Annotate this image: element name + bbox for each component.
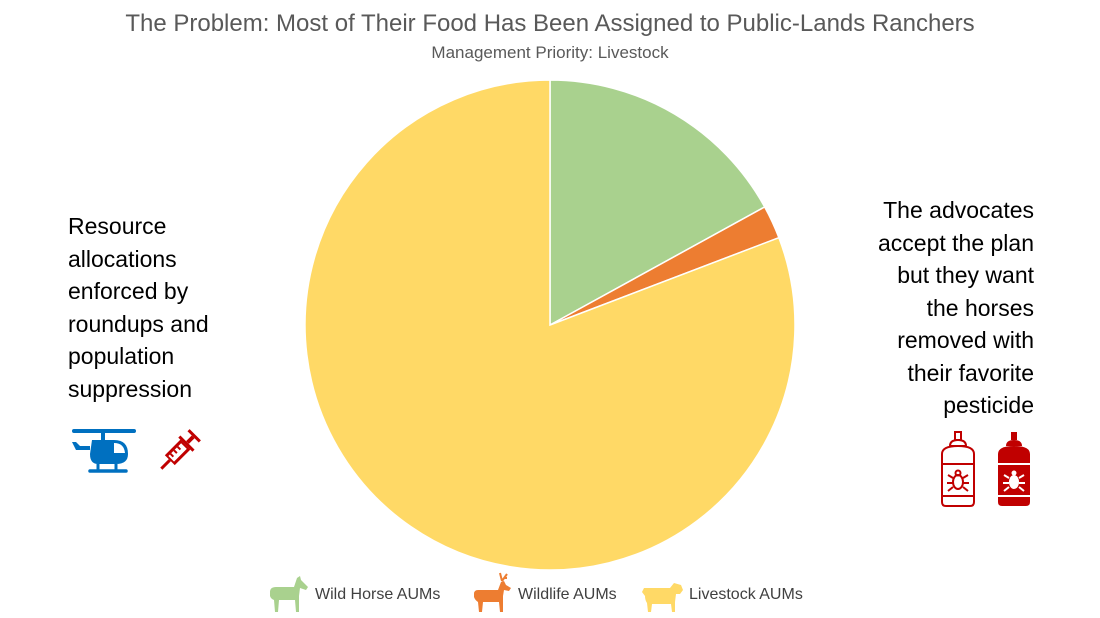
right-annotation-line: but they want (897, 262, 1034, 288)
left-annotation: Resource allocations enforced by roundup… (68, 210, 268, 405)
pesticide-spray-can-outline-icon (941, 431, 975, 507)
right-annotation: The advocates accept the plan but they w… (800, 194, 1034, 422)
deer-icon (474, 572, 511, 612)
left-annotation-line: population (68, 343, 175, 369)
right-annotation-line: their favorite (907, 359, 1034, 386)
syringe-icon (160, 429, 201, 470)
pie-slice-wild-horse (549, 79, 766, 327)
right-annotation-line: removed with (897, 327, 1034, 353)
legend-label-wild-horse: Wild Horse AUMs (315, 586, 441, 603)
horse-icon (270, 576, 308, 612)
legend-label-livestock: Livestock AUMs (689, 586, 803, 603)
left-annotation-line: allocations (68, 245, 177, 272)
left-annotation-line: Resource (68, 213, 167, 239)
right-annotation-line: pesticide (943, 392, 1034, 418)
left-annotation-line: suppression (68, 375, 193, 402)
right-annotation-line: The advocates (883, 197, 1034, 223)
pesticide-spray-can-filled-icon (998, 432, 1030, 506)
cow-icon (642, 583, 683, 612)
left-annotation-line: roundups and (68, 310, 209, 337)
chart-subtitle: Management Priority: Livestock (431, 43, 669, 62)
pie-slice-livestock (304, 79, 796, 571)
chart-legend: Wild Horse AUMs Wildlife AUMs Livestock … (0, 572, 1100, 616)
helicopter-icon (72, 429, 136, 473)
right-annotation-line: the horses (926, 294, 1034, 321)
left-annotation-line: enforced by (68, 278, 189, 304)
chart-title: The Problem: Most of Their Food Has Been… (125, 10, 975, 37)
legend-label-wildlife: Wildlife AUMs (518, 586, 617, 603)
right-annotation-line: accept the plan (877, 229, 1034, 256)
